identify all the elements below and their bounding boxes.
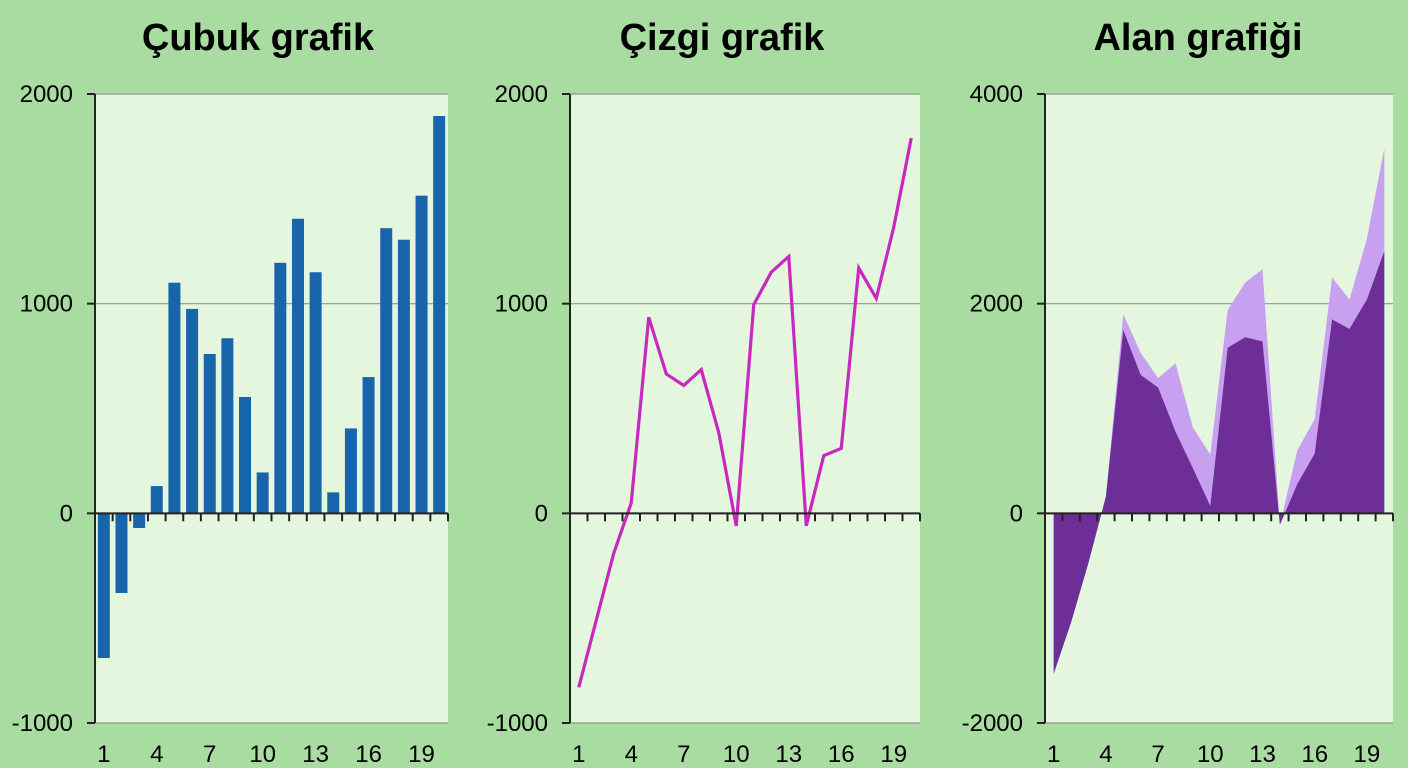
x-tick-label: 4 xyxy=(625,741,638,768)
series-area xyxy=(1053,148,1385,674)
x-tick-label: 7 xyxy=(677,741,690,768)
y-tick-label: 4000 xyxy=(970,81,1023,108)
bar xyxy=(291,218,304,514)
x-tick-label: 16 xyxy=(828,741,855,768)
x-tick-label: 10 xyxy=(249,741,276,768)
x-tick-label: 10 xyxy=(723,741,750,768)
y-tick-label: -1000 xyxy=(12,710,73,737)
y-tick-label: 1000 xyxy=(495,291,548,318)
x-tick-label: 16 xyxy=(1301,741,1328,768)
y-tick-label: 2000 xyxy=(20,81,73,108)
bar xyxy=(362,377,375,514)
y-tick-label: 1000 xyxy=(20,291,73,318)
y-tick-label: 0 xyxy=(535,500,548,527)
x-tick-label: 19 xyxy=(408,741,435,768)
chart-title: Çizgi grafik xyxy=(620,17,826,59)
bar xyxy=(415,195,428,514)
y-tick-label: 2000 xyxy=(970,291,1023,318)
y-tick-label: -1000 xyxy=(487,710,548,737)
bar xyxy=(433,116,446,514)
x-tick-label: 1 xyxy=(1047,741,1060,768)
bar xyxy=(168,282,181,514)
x-tick-label: 1 xyxy=(97,741,110,768)
bar xyxy=(133,513,146,529)
x-tick-label: 19 xyxy=(1354,741,1381,768)
x-tick-label: 13 xyxy=(775,741,802,768)
bar xyxy=(256,472,269,514)
x-tick-label: 13 xyxy=(1249,741,1276,768)
bar xyxy=(397,239,410,514)
chart-title: Alan grafiği xyxy=(1093,17,1302,59)
series-area xyxy=(1053,251,1385,674)
x-tick-label: 7 xyxy=(203,741,216,768)
plot-area xyxy=(95,94,448,723)
bar xyxy=(380,228,393,514)
x-tick-label: 16 xyxy=(355,741,382,768)
y-tick-label: 2000 xyxy=(495,81,548,108)
bar xyxy=(327,492,340,514)
x-tick-label: 1 xyxy=(572,741,585,768)
x-tick-label: 7 xyxy=(1151,741,1164,768)
bar xyxy=(309,272,322,514)
x-tick-label: 4 xyxy=(1099,741,1112,768)
bar xyxy=(150,486,163,514)
bar xyxy=(239,396,252,514)
bar xyxy=(186,308,199,514)
x-tick-label: 19 xyxy=(880,741,907,768)
chart-title: Çubuk grafik xyxy=(142,17,375,59)
x-tick-label: 10 xyxy=(1197,741,1224,768)
bar xyxy=(115,513,128,594)
bar xyxy=(203,353,216,514)
y-tick-label: -2000 xyxy=(962,710,1023,737)
bar xyxy=(344,428,357,514)
series-line xyxy=(577,137,913,688)
bar xyxy=(221,338,234,514)
x-tick-label: 4 xyxy=(150,741,163,768)
y-tick-label: 0 xyxy=(60,500,73,527)
x-tick-label: 13 xyxy=(302,741,329,768)
y-tick-label: 0 xyxy=(1010,500,1023,527)
bar xyxy=(97,513,110,659)
bar xyxy=(274,262,287,514)
